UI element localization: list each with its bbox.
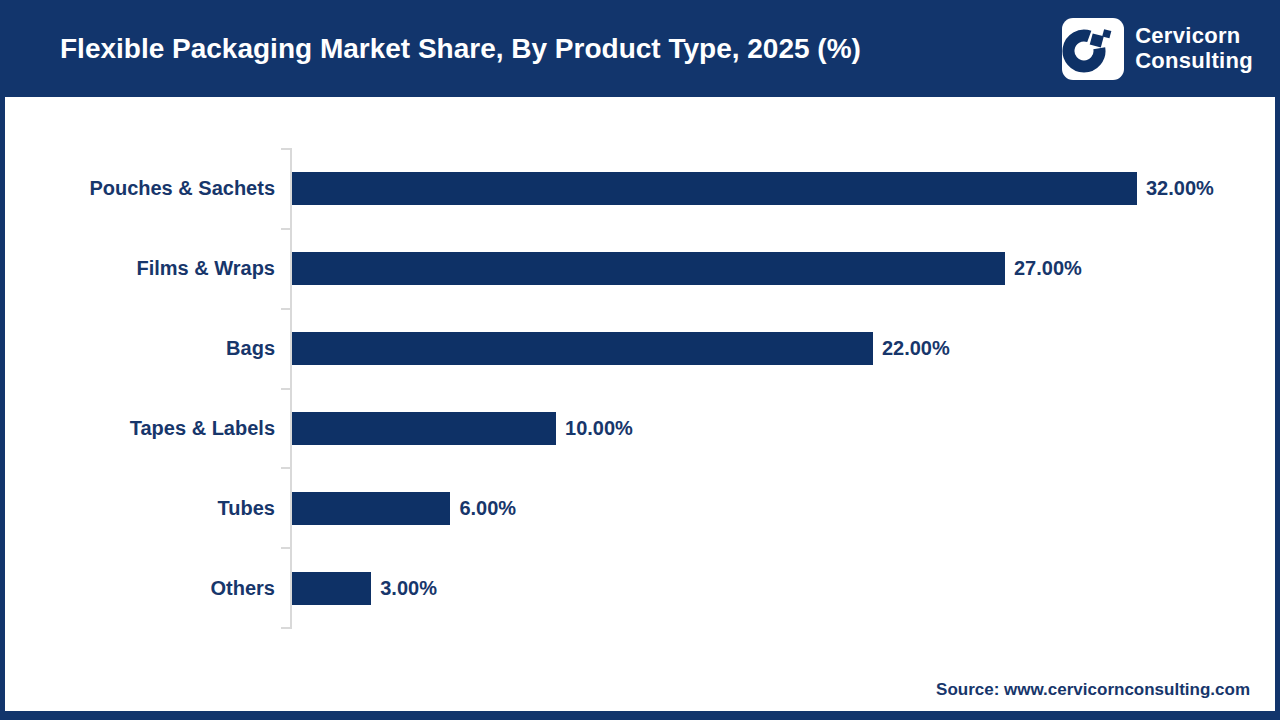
plot-cell: 3.00% [275,572,1275,605]
chart-rows: Pouches & Sachets 32.00% Films & Wraps 27.0… [5,148,1275,629]
y-axis-line [290,148,292,629]
axis-tick [281,467,290,469]
value-label: 22.00% [882,337,950,360]
value-label: 6.00% [459,497,516,520]
axis-tick [281,627,290,629]
axis-tick [281,308,290,310]
company-name: Cervicorn Consulting [1135,24,1253,73]
chart-row: Bags 22.00% [5,308,1275,388]
value-label: 27.00% [1014,257,1082,280]
category-label: Tapes & Labels [5,417,275,440]
category-label: Tubes [5,497,275,520]
infographic-frame: Flexible Packaging Market Share, By Prod… [0,0,1280,720]
bar [292,492,450,525]
plot-cell: 22.00% [275,332,1275,365]
category-label: Others [5,577,275,600]
axis-tick [281,148,290,150]
chart-row: Films & Wraps 27.00% [5,228,1275,308]
chart-row: Pouches & Sachets 32.00% [5,148,1275,228]
company-logo: Cervicorn Consulting [1062,18,1253,80]
category-label: Pouches & Sachets [5,177,275,200]
plot-cell: 6.00% [275,492,1275,525]
company-name-line2: Consulting [1135,49,1253,74]
plot-cell: 27.00% [275,252,1275,285]
plot-cell: 32.00% [275,172,1275,205]
value-label: 10.00% [565,417,633,440]
bar [292,412,556,445]
bar [292,252,1005,285]
chart-row: Tapes & Labels 10.00% [5,389,1275,469]
company-name-line1: Cervicorn [1135,24,1253,49]
axis-tick [281,228,290,230]
cervicorn-c-logo-icon [1062,18,1124,80]
bar-chart: Pouches & Sachets 32.00% Films & Wraps 27.0… [5,148,1275,631]
axis-tick [281,388,290,390]
chart-row: Others 3.00% [5,549,1275,629]
bar [292,172,1137,205]
plot-cell: 10.00% [275,412,1275,445]
source-attribution: Source: www.cervicornconsulting.com [936,680,1250,700]
value-label: 3.00% [380,577,437,600]
category-label: Films & Wraps [5,257,275,280]
category-label: Bags [5,337,275,360]
chart-title: Flexible Packaging Market Share, By Prod… [60,33,861,65]
header: Flexible Packaging Market Share, By Prod… [5,0,1275,97]
value-label: 32.00% [1146,177,1214,200]
bar [292,572,371,605]
bar [292,332,873,365]
axis-tick [281,547,290,549]
chart-row: Tubes 6.00% [5,469,1275,549]
